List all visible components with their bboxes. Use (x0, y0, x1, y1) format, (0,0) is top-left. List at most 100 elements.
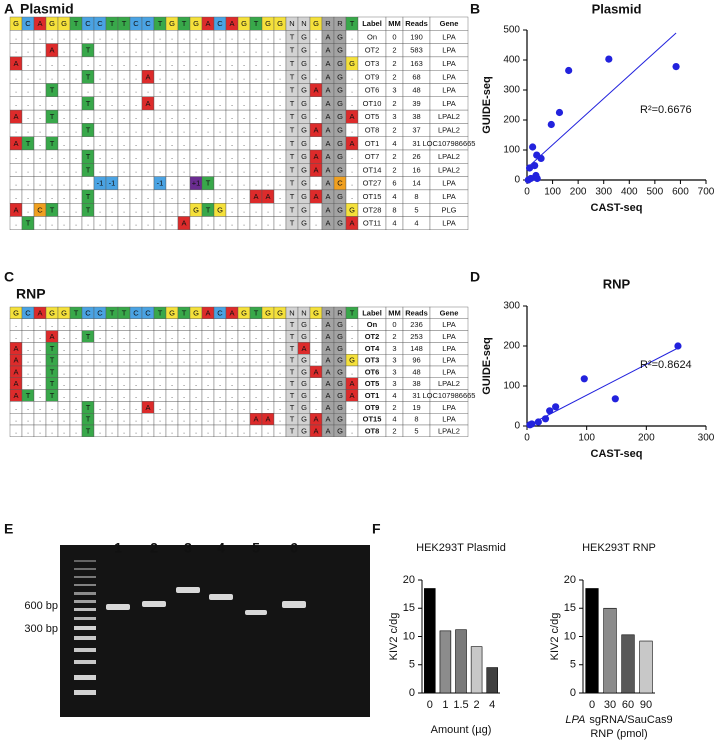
y-tick-label: 20 (564, 574, 576, 586)
x-tick-label: 200 (570, 187, 587, 198)
table-cell-text: . (147, 86, 149, 95)
table-cell-text: . (351, 344, 353, 353)
table-cell-text: A (325, 126, 330, 135)
table-cell-text: A (349, 112, 354, 121)
table-cell-text: . (135, 219, 137, 228)
table-cell-text: . (195, 379, 197, 388)
table-cell-text: 253 (410, 332, 423, 341)
table-cell-text: . (63, 126, 65, 135)
table-cell-text: A (313, 426, 318, 435)
table-cell-text: . (75, 219, 77, 228)
table-cell-text: A (205, 308, 210, 317)
table-cell-text: 3 (392, 344, 396, 353)
table-cell-text: . (243, 72, 245, 81)
x-tick-label: 0 (524, 433, 530, 444)
table-cell-text: T (350, 19, 355, 28)
table-cell-text: . (135, 46, 137, 55)
table-cell-text: 8 (414, 192, 418, 201)
table-cell-text: . (135, 344, 137, 353)
table-cell-text: 583 (410, 46, 423, 55)
table-cell-text: . (231, 46, 233, 55)
table-cell-text: G (301, 32, 307, 41)
table-cell-text: . (63, 344, 65, 353)
table-cell-text: . (255, 379, 257, 388)
table-cell-text: . (63, 112, 65, 121)
table-cell-text: T (86, 165, 91, 174)
table-cell-text: . (63, 32, 65, 41)
table-cell-text: 4 (392, 415, 396, 424)
table-cell-text: G (241, 308, 247, 317)
table-cell-text: A (313, 126, 318, 135)
table-cell-text: . (279, 72, 281, 81)
table-cell-text: . (219, 32, 221, 41)
table-cell-text: . (51, 415, 53, 424)
table-cell-text: . (123, 126, 125, 135)
table-cell-text: G (49, 19, 55, 28)
table-cell-text: . (183, 379, 185, 388)
table-cell-text: LPA (442, 367, 456, 376)
table-cell-text: . (243, 179, 245, 188)
table-cell-text: . (39, 344, 41, 353)
table-cell-text: . (255, 152, 257, 161)
table-cell-text: . (27, 192, 29, 201)
table-cell-text: G (193, 19, 199, 28)
table-cell-text: . (315, 112, 317, 121)
table-cell-text: . (231, 165, 233, 174)
table-cell-text: . (267, 165, 269, 174)
table-cell-text: . (75, 99, 77, 108)
table-cell-text: . (51, 219, 53, 228)
table-cell-text: A (37, 19, 42, 28)
table-cell-text: A (13, 356, 18, 365)
bar (424, 588, 436, 694)
table-cell-text: OT6 (365, 86, 380, 95)
table-cell-text: . (351, 192, 353, 201)
table-cell-text: . (75, 356, 77, 365)
table-cell-text: . (279, 99, 281, 108)
table-cell-text: 4 (414, 219, 418, 228)
table-cell-text: . (255, 356, 257, 365)
table-cell-text: . (159, 415, 161, 424)
table-cell-text: . (147, 126, 149, 135)
table-cell-text: LPAL2 (438, 126, 460, 135)
table-cell-text: . (159, 139, 161, 148)
x-axis-label: RNP (pmol) (590, 728, 647, 740)
table-cell-text: . (123, 152, 125, 161)
table-cell-text: . (171, 165, 173, 174)
y-tick-label: 0 (514, 421, 520, 432)
table-cell-text: . (87, 219, 89, 228)
table-cell-text: . (27, 86, 29, 95)
table-cell-text: . (171, 139, 173, 148)
table-cell-text: . (99, 379, 101, 388)
table-cell-text: . (267, 356, 269, 365)
table-cell-text: . (135, 86, 137, 95)
table-cell-text: G (337, 192, 343, 201)
table-cell-text: T (290, 205, 295, 214)
table-cell-text: T (290, 99, 295, 108)
table-cell-text: . (39, 99, 41, 108)
table-cell-text: G (301, 72, 307, 81)
table-cell-text: . (243, 415, 245, 424)
table-cell-text: T (290, 356, 295, 365)
table-cell-text: N (301, 308, 306, 317)
table-cell-text: C (133, 308, 139, 317)
x-axis-label: CAST-seq (591, 202, 643, 214)
table-cell-text: 2 (392, 426, 396, 435)
table-cell-text: . (207, 415, 209, 424)
table-cell-text: . (279, 391, 281, 400)
table-cell-text: LPA (442, 356, 456, 365)
table-cell-text: -1 (157, 179, 164, 188)
table-cell-text: . (183, 403, 185, 412)
table-cell-text: . (27, 403, 29, 412)
table-cell-text: A (325, 205, 330, 214)
table-cell-text: T (290, 86, 295, 95)
table-cell-text: G (301, 332, 307, 341)
table-cell-text: T (290, 165, 295, 174)
table-cell-text: T (290, 379, 295, 388)
table-cell-text: G (313, 308, 319, 317)
table-cell-text: . (75, 205, 77, 214)
table-cell-text: T (290, 332, 295, 341)
table-cell-text: . (135, 205, 137, 214)
table-cell-text: LPA (442, 344, 456, 353)
table-cell-text: OT1 (365, 139, 380, 148)
table-cell-text: . (351, 46, 353, 55)
